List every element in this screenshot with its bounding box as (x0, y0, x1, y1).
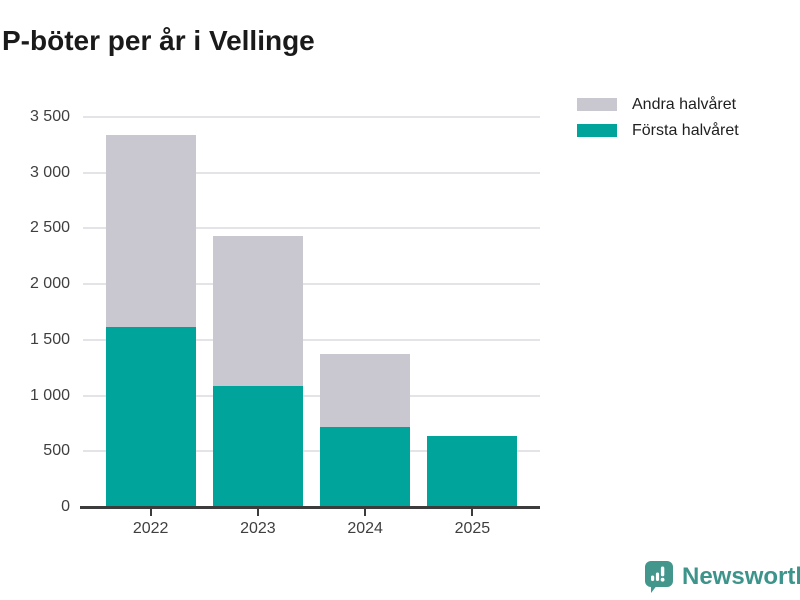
bar-segment-2023 (212, 385, 303, 507)
legend-label: Andra halvåret (632, 96, 737, 113)
legend-swatch (577, 124, 617, 137)
x-axis-tick (256, 509, 259, 516)
bar-segment-2024 (320, 427, 411, 507)
legend-swatch (577, 98, 617, 111)
legend-label: Första halvåret (632, 122, 739, 139)
chart-title: P-böter per år i Vellinge (2, 24, 315, 56)
gridline (83, 171, 540, 174)
y-axis-tick-label: 500 (43, 442, 70, 460)
y-axis-tick-label: 3 500 (29, 108, 70, 125)
gridline (83, 227, 540, 230)
bar-segment-2022 (105, 135, 196, 328)
legend: Andra halvåret Första halvåret (577, 96, 739, 139)
x-axis-tick-label: 2024 (347, 520, 383, 537)
bar-segment-2023 (212, 235, 303, 386)
gridline (83, 394, 540, 397)
x-axis-tick-label: 2023 (240, 520, 276, 537)
bar-segment-2022 (105, 327, 196, 507)
y-axis-tick-label: 0 (61, 498, 70, 515)
x-axis-tick (364, 509, 367, 516)
legend-item: Första halvåret (577, 122, 739, 139)
x-axis-tick (149, 509, 152, 516)
y-axis-tick-label: 2 000 (29, 275, 70, 293)
newsworthy-icon (645, 561, 673, 593)
y-axis-tick-label: 3 000 (29, 163, 70, 181)
x-axis-line (80, 506, 540, 509)
y-axis-tick-label: 2 500 (29, 219, 70, 237)
x-axis-tick-label: 2025 (454, 520, 491, 537)
y-axis-tick-label: 1 500 (29, 330, 70, 348)
legend-item: Andra halvåret (577, 96, 739, 113)
gridline (83, 450, 540, 453)
gridline (83, 116, 540, 118)
bar-segment-2025 (427, 436, 518, 507)
stacked-bar-chart: 0 500 1 000 1 500 2 000 2 500 3 000 3 500 2022 20… (29, 108, 540, 537)
brand-name: Newsworthy (682, 563, 800, 590)
y-axis-tick-label: 1 000 (29, 386, 70, 404)
x-axis-tick-label: 2022 (132, 520, 169, 537)
newsworthy-logo[interactable]: Newsworthy (644, 560, 800, 593)
x-axis-tick (471, 509, 474, 516)
gridline (83, 338, 540, 341)
bar-segment-2024 (320, 354, 411, 428)
gridline (83, 283, 540, 286)
